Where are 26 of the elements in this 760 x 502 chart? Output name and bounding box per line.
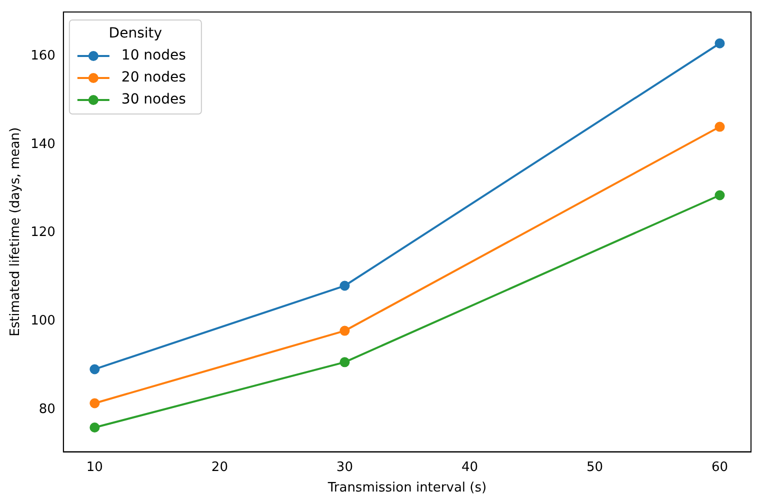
point — [714, 38, 725, 48]
point — [340, 280, 350, 291]
point — [90, 422, 100, 433]
x-tick-label: 20 — [211, 460, 228, 475]
legend-label: 10 nodes — [121, 48, 186, 64]
x-tick-label: 30 — [336, 460, 353, 475]
y-tick-label: 120 — [30, 225, 56, 240]
point — [340, 357, 350, 368]
y-tick-label: 140 — [30, 136, 56, 152]
x-axis-title: Transmission interval (s) — [326, 480, 487, 496]
point — [340, 326, 350, 336]
point — [714, 122, 725, 132]
y-tick-label: 80 — [38, 402, 56, 417]
y-axis-title: Estimated lifetime (days, mean) — [8, 127, 24, 336]
legend-label: 20 nodes — [121, 70, 186, 86]
x-tick-label: 10 — [86, 460, 103, 475]
y-tick-label: 100 — [30, 313, 56, 328]
legend-title: Density — [108, 26, 162, 42]
point — [90, 364, 100, 374]
x-tick-label: 50 — [586, 460, 604, 475]
y-tick-label: 160 — [30, 48, 56, 64]
legend-label: 30 nodes — [121, 92, 186, 108]
x-tick-label: 60 — [711, 460, 728, 475]
x-tick-label: 40 — [461, 460, 478, 475]
point — [90, 398, 100, 408]
point — [714, 190, 725, 200]
